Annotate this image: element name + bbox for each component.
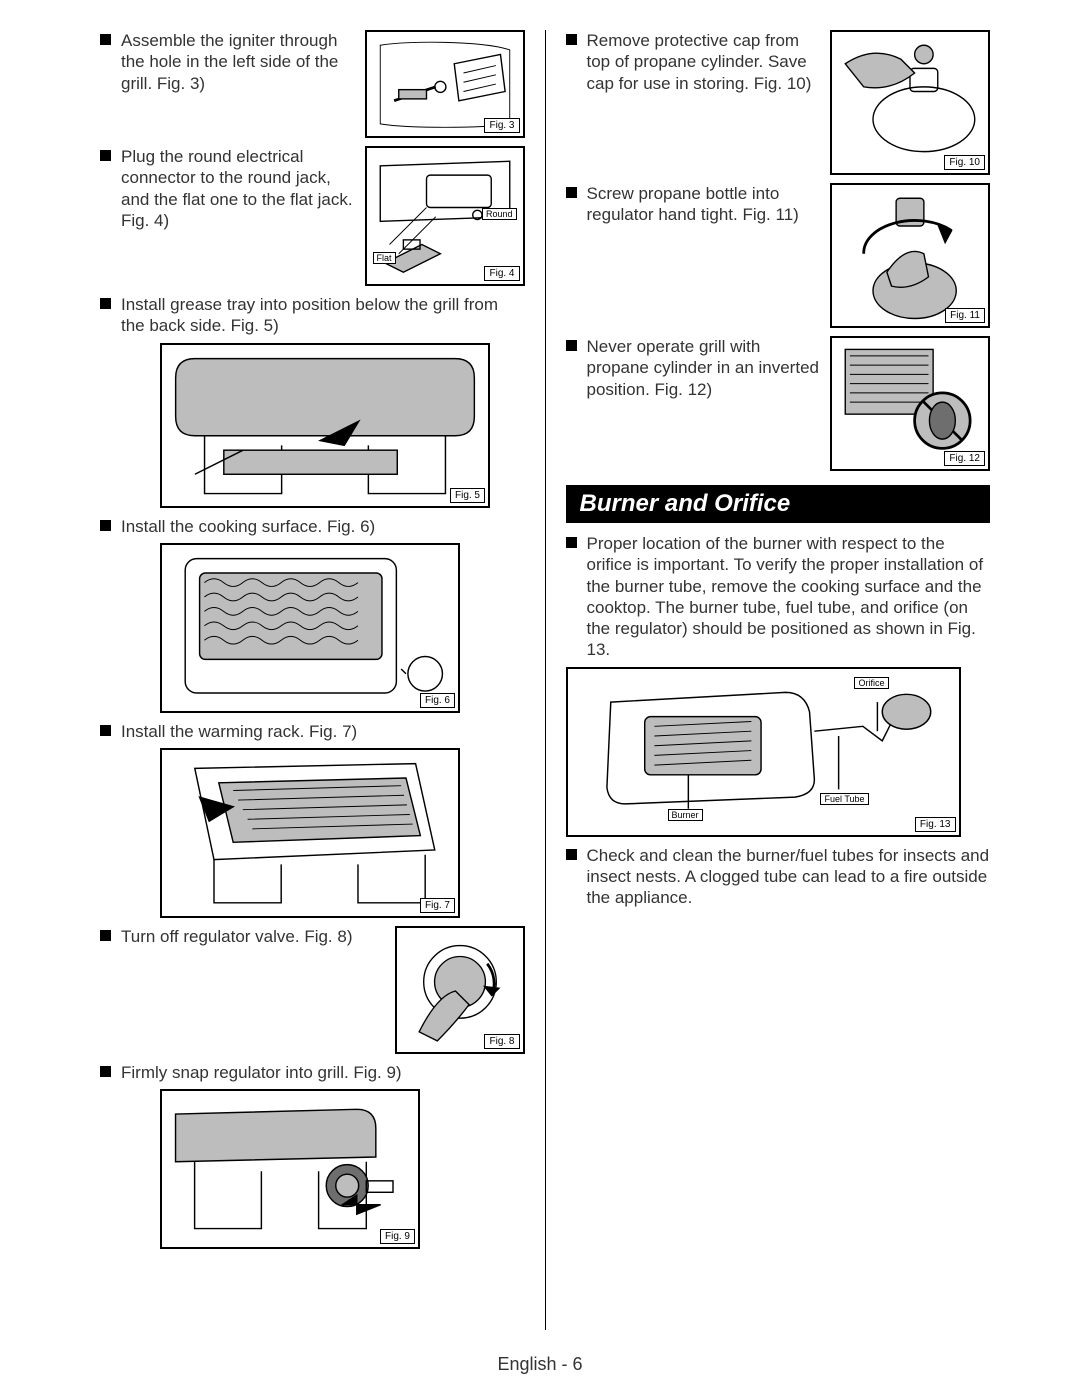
bullet-icon — [566, 187, 577, 198]
bullet-icon — [100, 520, 111, 531]
figure-caption: Fig. 8 — [484, 1034, 519, 1049]
bullet-icon — [100, 150, 111, 161]
figure-7: Fig. 7 — [160, 748, 460, 918]
step-text: Remove protective cap from top of propan… — [587, 30, 823, 94]
label-burner: Burner — [668, 809, 703, 821]
figure-caption: Fig. 7 — [420, 898, 455, 913]
step-connector: Plug the round electrical connector to t… — [100, 146, 525, 286]
bullet-icon — [566, 849, 577, 860]
page-footer: English - 6 — [0, 1354, 1080, 1375]
paragraph-burner-location: Proper location of the burner with respe… — [566, 533, 991, 661]
step-text: Never operate grill with propane cylinde… — [587, 336, 823, 400]
bullet-icon — [566, 34, 577, 45]
step-remove-cap: Remove protective cap from top of propan… — [566, 30, 991, 175]
figure-caption: Fig. 11 — [945, 308, 985, 323]
step-regulator-off: Turn off regulator valve. Fig. 8) Fig. 8 — [100, 926, 525, 1054]
step-text: Turn off regulator valve. Fig. 8) — [121, 926, 353, 947]
step-grease-tray: Install grease tray into position below … — [100, 294, 525, 337]
bullet-icon — [100, 930, 111, 941]
right-column: Remove protective cap from top of propan… — [546, 30, 991, 1330]
figure-4: Round Flat Fig. 4 — [365, 146, 525, 286]
left-column: Assemble the igniter through the hole in… — [100, 30, 546, 1330]
label-round: Round — [482, 208, 517, 220]
figure-6: Fig. 6 — [160, 543, 460, 713]
step-text: Install the warming rack. Fig. 7) — [121, 721, 357, 742]
label-orifice: Orifice — [854, 677, 888, 689]
label-fuel-tube: Fuel Tube — [820, 793, 868, 805]
bullet-icon — [100, 725, 111, 736]
figure-8: Fig. 8 — [395, 926, 525, 1054]
step-text: Assemble the igniter through the hole in… — [121, 30, 357, 94]
bullet-icon — [100, 34, 111, 45]
figure-caption: Fig. 6 — [420, 693, 455, 708]
paragraph-text: Check and clean the burner/fuel tubes fo… — [587, 845, 991, 909]
figure-caption: Fig. 9 — [380, 1229, 415, 1244]
figure-5: Fig. 5 — [160, 343, 490, 508]
figure-caption: Fig. 10 — [944, 155, 985, 170]
step-text: Install the cooking surface. Fig. 6) — [121, 516, 375, 537]
figure-3: Fig. 3 — [365, 30, 525, 138]
figure-caption: Fig. 12 — [944, 451, 985, 466]
figure-10: Fig. 10 — [830, 30, 990, 175]
figure-caption: Fig. 3 — [484, 118, 519, 133]
figure-caption: Fig. 4 — [484, 266, 519, 281]
step-text: Install grease tray into position below … — [121, 294, 525, 337]
step-igniter: Assemble the igniter through the hole in… — [100, 30, 525, 138]
step-snap-regulator: Firmly snap regulator into grill. Fig. 9… — [100, 1062, 525, 1083]
bullet-icon — [100, 298, 111, 309]
figure-caption: Fig. 13 — [915, 817, 956, 832]
bullet-icon — [100, 1066, 111, 1077]
paragraph-text: Proper location of the burner with respe… — [587, 533, 991, 661]
paragraph-check-clean: Check and clean the burner/fuel tubes fo… — [566, 845, 991, 909]
figure-9: Fig. 9 — [160, 1089, 420, 1249]
figure-13: Orifice Fuel Tube Burner Fig. 13 — [566, 667, 961, 837]
figure-11: Fig. 11 — [830, 183, 990, 328]
figure-12: Fig. 12 — [830, 336, 990, 471]
step-never-invert: Never operate grill with propane cylinde… — [566, 336, 991, 471]
step-cooking-surface: Install the cooking surface. Fig. 6) — [100, 516, 525, 537]
bullet-icon — [566, 340, 577, 351]
step-warming-rack: Install the warming rack. Fig. 7) — [100, 721, 525, 742]
figure-caption: Fig. 5 — [450, 488, 485, 503]
bullet-icon — [566, 537, 577, 548]
step-screw-bottle: Screw propane bottle into regulator hand… — [566, 183, 991, 328]
step-text: Firmly snap regulator into grill. Fig. 9… — [121, 1062, 402, 1083]
section-header-burner: Burner and Orifice — [566, 485, 991, 523]
label-flat: Flat — [373, 252, 396, 264]
step-text: Plug the round electrical connector to t… — [121, 146, 357, 231]
step-text: Screw propane bottle into regulator hand… — [587, 183, 823, 226]
